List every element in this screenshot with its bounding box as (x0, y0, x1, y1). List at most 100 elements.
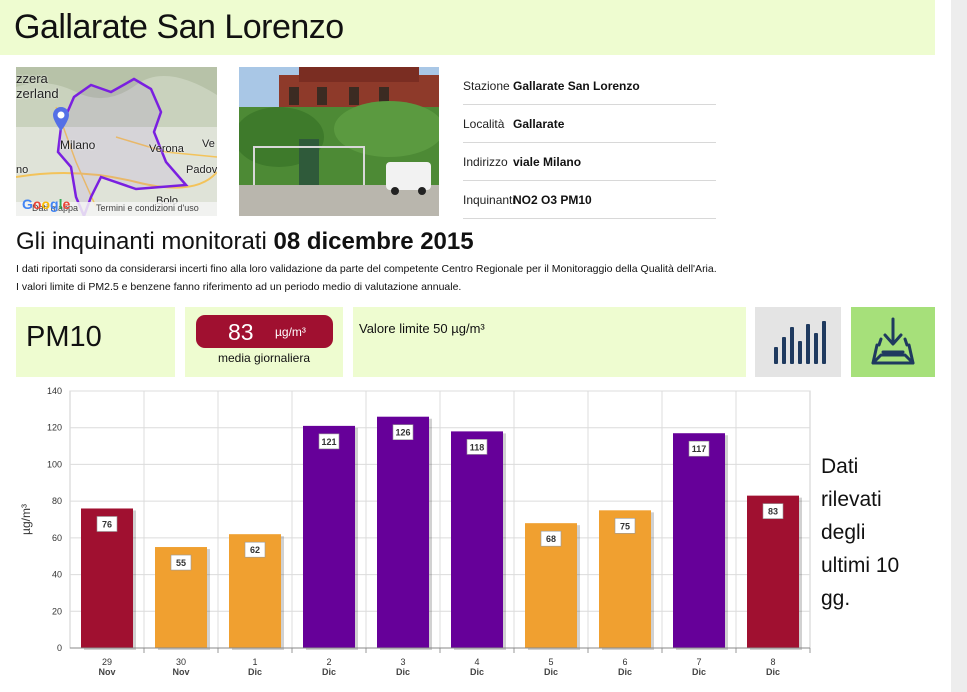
x-tick-label: Nov (172, 667, 189, 677)
data-label-box (540, 530, 562, 547)
download-button[interactable] (851, 307, 935, 377)
info-value: viale Milano (513, 154, 582, 169)
download-icon (871, 317, 915, 365)
info-row: Stazione Gallarate San Lorenzo (463, 67, 716, 105)
bar (673, 433, 725, 648)
y-tick-label: 80 (52, 496, 62, 506)
page-scrollbar[interactable] (951, 0, 967, 692)
pollutant-value-box: 83 µg/m³ media giornaliera (185, 307, 343, 377)
data-label-box (614, 518, 636, 534)
map-footer: Dati mappa Termini e condizioni d'uso (16, 202, 217, 216)
x-tick-label: Dic (618, 667, 632, 677)
data-label-box (244, 541, 266, 558)
info-row: Località Gallarate (463, 105, 716, 143)
map-terms-link[interactable]: Termini e condizioni d'uso (96, 203, 199, 213)
y-tick-label: 120 (47, 423, 62, 433)
limit-box: Valore limite 50 µg/m³ (353, 307, 746, 377)
data-label: 118 (470, 442, 485, 452)
limit-value: Valore limite 50 µg/m³ (359, 321, 485, 336)
info-row: Inquinanti NO2 O3 PM10 (463, 181, 716, 219)
x-tick-label: Dic (248, 667, 262, 677)
page-header: Gallarate San Lorenzo (0, 0, 935, 55)
y-tick-label: 140 (47, 386, 62, 396)
bar (451, 431, 503, 648)
map-label: Milano (60, 138, 96, 152)
pollutant-name: PM10 (26, 321, 102, 353)
data-label: 62 (250, 545, 260, 555)
info-key: Stazione (463, 78, 510, 93)
x-tick-label: 29 (102, 657, 112, 667)
x-tick-label: Dic (544, 667, 558, 677)
y-tick-label: 20 (52, 606, 62, 616)
data-label: 83 (768, 507, 778, 517)
chart-button[interactable] (755, 307, 841, 377)
bar (377, 416, 429, 648)
data-label-box (170, 554, 192, 571)
x-tick-label: 8 (770, 657, 775, 667)
y-tick-label: 100 (47, 459, 62, 469)
data-label: 121 (321, 437, 336, 447)
x-tick-label: 4 (474, 657, 479, 667)
info-value: Gallarate San Lorenzo (513, 78, 640, 93)
bar (303, 425, 355, 648)
data-label: 76 (102, 519, 112, 529)
x-tick-label: Dic (766, 667, 780, 677)
value-badge: 83 µg/m³ (196, 315, 333, 348)
info-key: Località (463, 116, 505, 131)
x-tick-label: Dic (692, 667, 706, 677)
data-label: 126 (395, 428, 410, 438)
disclaimer-note: I dati riportati sono da considerarsi in… (16, 263, 717, 275)
map-data-link[interactable]: Dati mappa (32, 203, 79, 213)
location-pin-icon[interactable] (53, 107, 69, 131)
chart-side-caption: Dati rilevati degli ultimi 10 gg. (821, 455, 900, 610)
data-label: 117 (692, 444, 707, 454)
map-label: Ve (202, 138, 215, 150)
section-title-prefix: Gli inquinanti monitorati (16, 228, 267, 255)
data-label: 55 (176, 558, 186, 568)
data-label-box (762, 503, 784, 519)
station-map[interactable]: zzera zerland Milano Verona Ve no Padov … (16, 67, 217, 216)
info-key: Inquinanti (463, 192, 516, 207)
map-label: zerland (16, 86, 59, 101)
data-label: 68 (546, 534, 556, 544)
x-tick-label: 6 (622, 657, 627, 667)
map-label: Verona (149, 143, 184, 155)
google-logo: Google (22, 196, 71, 212)
data-label-box (96, 516, 118, 532)
x-tick-label: Nov (98, 667, 115, 677)
x-tick-label: 3 (400, 657, 405, 667)
value-caption: media giornaliera (217, 351, 311, 365)
x-tick-label: Dic (396, 667, 410, 677)
data-label-box (392, 424, 414, 441)
y-axis-label: µg/m³ (19, 504, 33, 535)
map-label: Padov (186, 164, 217, 176)
pollutant-value: 83 (228, 319, 254, 345)
x-tick-label: Dic (322, 667, 336, 677)
data-label-box (318, 433, 340, 450)
y-tick-label: 60 (52, 533, 62, 543)
y-tick-label: 40 (52, 570, 62, 580)
x-tick-label: 5 (548, 657, 553, 667)
x-tick-label: 30 (176, 657, 186, 667)
info-row: Indirizzo viale Milano (463, 143, 716, 181)
info-value: Gallarate (513, 116, 565, 131)
pollutant-name-box: PM10 (16, 307, 175, 377)
x-tick-label: 7 (696, 657, 701, 667)
data-label-box (688, 440, 710, 457)
x-tick-label: 2 (326, 657, 331, 667)
station-info-table: Stazione Gallarate San Lorenzo Località … (463, 67, 716, 219)
section-date: 08 dicembre 2015 (273, 228, 474, 255)
pollutant-unit: µg/m³ (275, 325, 306, 339)
station-photo (239, 67, 439, 216)
data-label-box (466, 439, 488, 455)
map-label: no (16, 164, 29, 176)
bar (747, 495, 799, 648)
info-key: Indirizzo (463, 154, 508, 169)
station-title: Gallarate San Lorenzo (14, 8, 344, 46)
info-value: NO2 O3 PM10 (513, 192, 592, 207)
x-tick-label: 1 (252, 657, 257, 667)
bar-chart-icon (774, 321, 826, 364)
x-tick-label: Dic (470, 667, 484, 677)
data-label: 75 (620, 521, 630, 531)
